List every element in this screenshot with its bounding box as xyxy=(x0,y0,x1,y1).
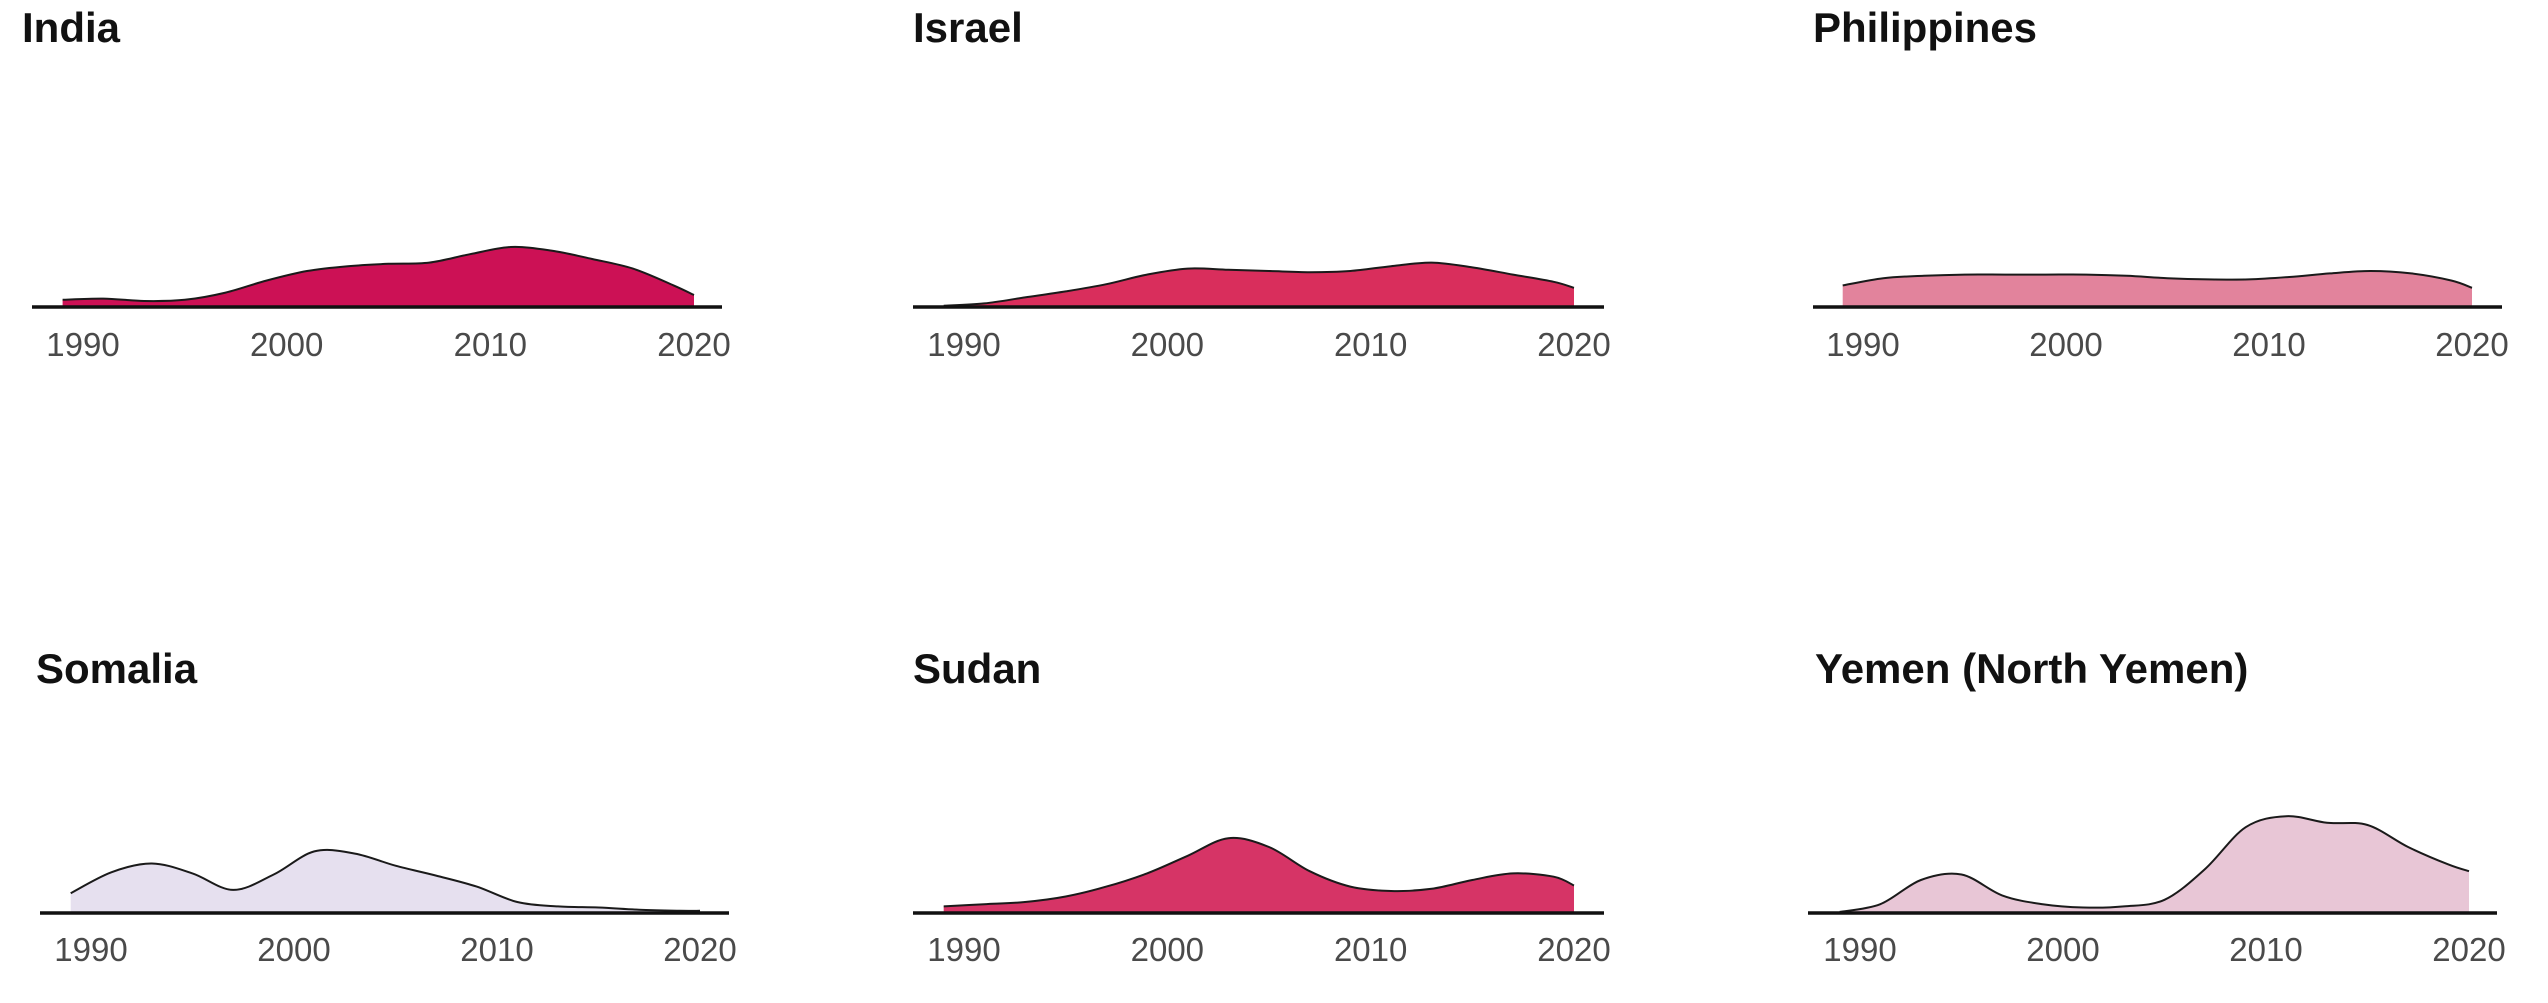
x-tick-label: 1990 xyxy=(46,326,119,363)
x-tick-label: 1990 xyxy=(54,931,127,968)
panel-israel: Israel 1990 2000 2010 2020 xyxy=(913,4,1611,363)
x-tick-label: 2010 xyxy=(460,931,533,968)
panel-title: Yemen (North Yemen) xyxy=(1815,645,2248,692)
x-tick-label: 2010 xyxy=(454,326,527,363)
density-outline xyxy=(70,848,701,912)
x-tick-label: 2000 xyxy=(2026,931,2099,968)
x-tick-label: 2010 xyxy=(2232,326,2305,363)
panel-title: Philippines xyxy=(1813,4,2037,51)
panel-yemen-north-yemen: Yemen (North Yemen) 1990 2000 2010 2020 xyxy=(1808,645,2506,968)
x-tick-label: 2020 xyxy=(1537,326,1610,363)
density-outline xyxy=(1842,269,2473,289)
density-area xyxy=(1839,816,2469,913)
x-tick-label: 2000 xyxy=(2029,326,2102,363)
x-tick-label: 2000 xyxy=(257,931,330,968)
x-tick-label: 2020 xyxy=(2432,931,2505,968)
x-tick-label: 1990 xyxy=(927,326,1000,363)
density-outline xyxy=(943,836,1575,908)
panel-title: Somalia xyxy=(36,645,198,692)
density-outline xyxy=(62,245,695,303)
x-tick-label: 2010 xyxy=(2229,931,2302,968)
x-tick-label: 2020 xyxy=(2435,326,2508,363)
x-tick-label: 2010 xyxy=(1334,931,1407,968)
density-area xyxy=(943,262,1574,307)
panel-philippines: Philippines 1990 2000 2010 2020 xyxy=(1813,4,2509,363)
x-tick-label: 2020 xyxy=(1537,931,1610,968)
panel-sudan: Sudan 1990 2000 2010 2020 xyxy=(913,645,1611,968)
density-area xyxy=(1842,271,2472,307)
panel-somalia: Somalia 1990 2000 2010 2020 xyxy=(36,645,737,968)
density-outline xyxy=(1839,815,2470,913)
x-tick-label: 1990 xyxy=(1826,326,1899,363)
panel-title: India xyxy=(22,4,121,51)
density-area xyxy=(62,246,695,307)
panel-title: Israel xyxy=(913,4,1023,51)
density-area xyxy=(70,849,700,913)
x-tick-label: 2000 xyxy=(250,326,323,363)
density-area xyxy=(943,837,1574,913)
x-tick-label: 2020 xyxy=(657,326,730,363)
x-tick-label: 2000 xyxy=(1131,326,1204,363)
x-tick-label: 2000 xyxy=(1131,931,1204,968)
x-tick-label: 2010 xyxy=(1334,326,1407,363)
x-tick-label: 2020 xyxy=(663,931,736,968)
x-tick-label: 1990 xyxy=(927,931,1000,968)
density-outline xyxy=(943,261,1575,307)
x-tick-label: 1990 xyxy=(1823,931,1896,968)
panel-india: India 1990 2000 2010 2020 xyxy=(22,4,731,363)
panel-title: Sudan xyxy=(913,645,1041,692)
